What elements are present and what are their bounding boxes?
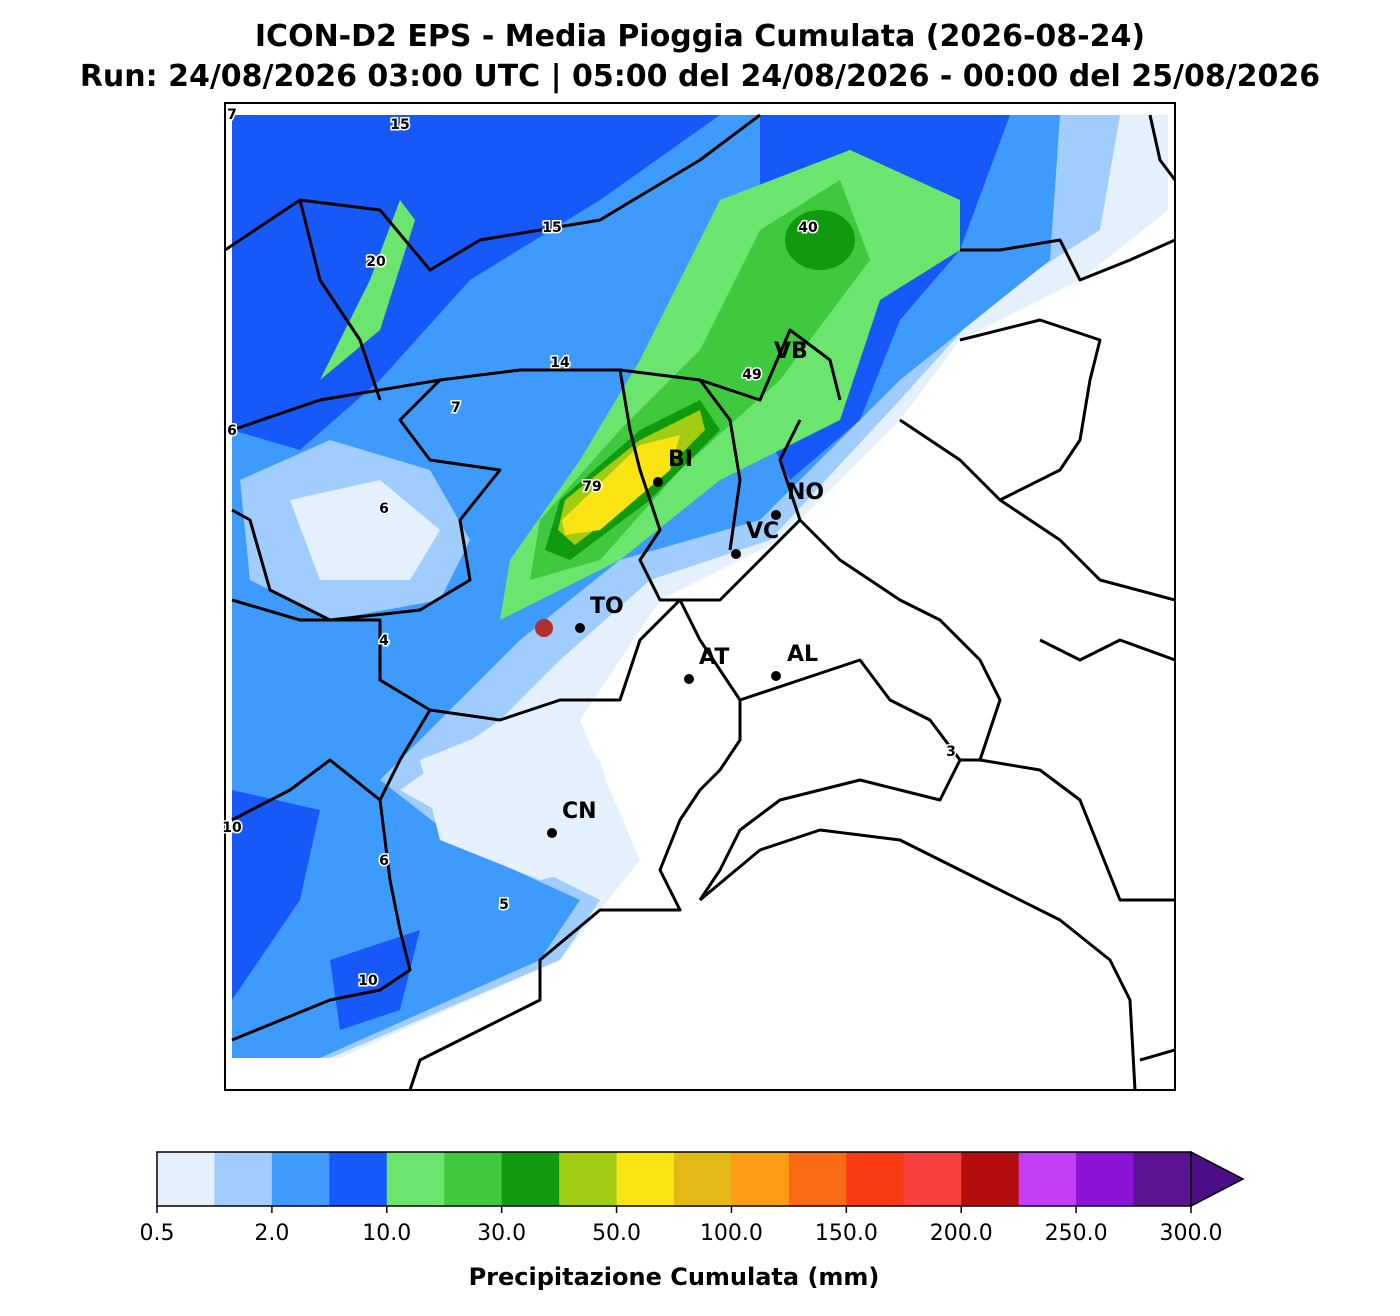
map-frame <box>224 102 1176 1091</box>
city-dot <box>684 674 694 684</box>
contour-label: 79 <box>582 479 601 495</box>
colorbar-swatch <box>444 1152 503 1206</box>
colorbar-swatch <box>731 1152 790 1206</box>
cities: TO BI VB NO VC AT AL CN <box>547 339 824 838</box>
colorbar-swatch <box>271 1152 330 1206</box>
contour-label: 10 <box>358 973 378 989</box>
contour-label: 20 <box>366 254 386 270</box>
city-label: NO <box>787 480 824 505</box>
contour-label: 10 <box>222 820 242 836</box>
colorbar-swatch <box>214 1152 273 1206</box>
contour-label: 6 <box>379 853 389 869</box>
contour-label: 7 <box>451 400 461 416</box>
colorbar-swatch <box>329 1152 388 1206</box>
location-marker <box>535 619 553 637</box>
colorbar-tick-label: 150.0 <box>815 1221 878 1246</box>
contour-label: 6 <box>379 501 389 517</box>
city-dot <box>731 549 741 559</box>
colorbar-tick-label: 200.0 <box>930 1221 993 1246</box>
colorbar-swatch <box>386 1152 445 1206</box>
colorbar-tick-label: 30.0 <box>477 1221 526 1246</box>
city-label: CN <box>562 799 597 824</box>
colorbar-swatch <box>616 1152 675 1206</box>
subtitle: Run: 24/08/2026 03:00 UTC | 05:00 del 24… <box>80 59 1320 94</box>
colorbar-swatch <box>903 1152 962 1206</box>
colorbar-swatch <box>157 1152 215 1206</box>
city-dot <box>653 477 663 487</box>
colorbar-tick-label: 250.0 <box>1045 1221 1108 1246</box>
colorbar-swatch <box>1018 1152 1077 1206</box>
city-label: AL <box>787 642 818 667</box>
colorbar-swatch <box>788 1152 847 1206</box>
colorbar-swatch <box>1133 1152 1192 1206</box>
contour-label: 6 <box>227 423 237 439</box>
colorbar-swatch <box>674 1152 732 1206</box>
colorbar-tick-label: 0.5 <box>140 1221 175 1246</box>
colorbar-swatch <box>961 1152 1020 1206</box>
city-dot <box>771 671 781 681</box>
contour-label: 4 <box>379 633 389 649</box>
contour-label: 14 <box>550 355 570 371</box>
city-label: VC <box>746 519 779 544</box>
colorbar-tick-label: 2.0 <box>254 1221 289 1246</box>
contour-label: 40 <box>798 220 818 236</box>
colorbar-tick-label: 50.0 <box>592 1221 641 1246</box>
city-dot <box>575 623 585 633</box>
contour-label: 15 <box>390 117 409 133</box>
contour-label: 15 <box>542 220 561 236</box>
colorbar-tick-label: 10.0 <box>362 1221 411 1246</box>
title: ICON-D2 EPS - Media Pioggia Cumulata (20… <box>255 19 1145 54</box>
city-dot <box>771 510 781 520</box>
colorbar-swatch <box>1076 1152 1135 1206</box>
colorbar: 0.5 2.0 10.0 30.0 50.0 100.0 150.0 200.0 250.0 30… <box>140 1150 1245 1246</box>
contour-label: 5 <box>499 897 509 913</box>
colorbar-extend <box>1190 1150 1245 1208</box>
city-label: AT <box>699 645 729 670</box>
contour-labels: 7 15 15 40 20 14 49 7 6 79 6 4 3 10 6 5 … <box>221 106 958 991</box>
map <box>225 103 1175 1090</box>
contour-label: 3 <box>946 744 956 760</box>
city-dot <box>547 828 557 838</box>
colorbar-tick-label: 300.0 <box>1160 1221 1223 1246</box>
city-label: BI <box>668 447 693 472</box>
colorbar-swatch <box>501 1152 560 1206</box>
colorbar-label: Precipitazione Cumulata (mm) <box>469 1263 880 1291</box>
colorbar-swatch <box>846 1152 905 1206</box>
colorbar-outline <box>156 1151 1192 1207</box>
city-label: VB <box>774 339 808 364</box>
contour-label: 7 <box>227 107 237 123</box>
colorbar-tick-label: 100.0 <box>700 1221 763 1246</box>
colorbar-swatch <box>559 1152 618 1206</box>
contour-label: 49 <box>742 367 761 383</box>
city-label: TO <box>590 594 624 619</box>
